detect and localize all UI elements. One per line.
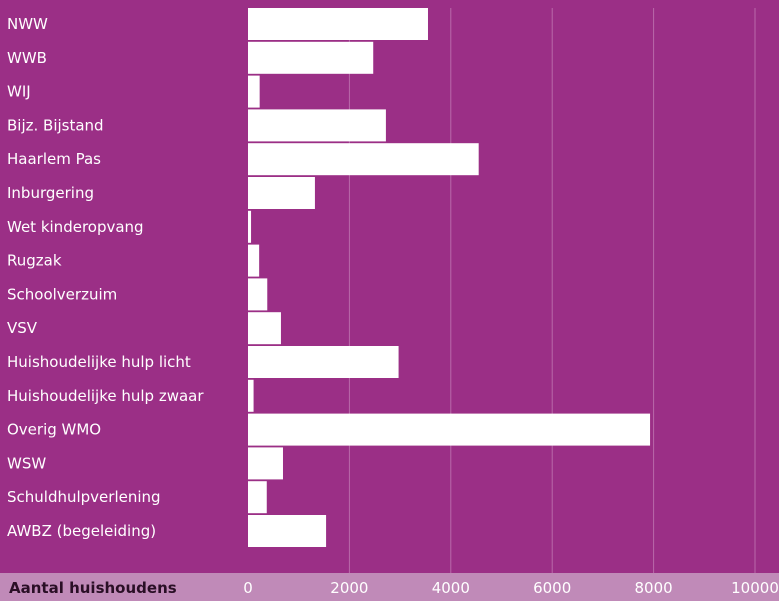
bar-2 [248,75,260,108]
bar-6 [248,210,252,243]
x-tick-labels: 0 2000 4000 6000 8000 10000 [243,579,779,597]
category-label-14: Schuldhulpverlening [7,488,161,506]
bar-9 [248,312,281,345]
category-label-8: Schoolverzuim [7,285,117,303]
category-label-2: WIJ [7,83,31,101]
category-label-13: WSW [7,454,46,472]
category-labels: NWW WWB WIJ Bijz. Bijstand Haarlem Pas Inburg… [7,15,204,540]
category-label-6: Wet kinderopvang [7,218,144,236]
category-label-11: Huishoudelijke hulp zwaar [7,387,204,405]
category-label-7: Rugzak [7,252,62,270]
category-label-10: Huishoudelijke hulp licht [7,353,191,371]
bar-14 [248,481,267,514]
x-tick-label-10000: 10000 [731,579,779,597]
x-axis-band [0,573,779,601]
bar-3 [248,109,386,142]
category-label-5: Inburgering [7,184,94,202]
bar-5 [248,177,315,209]
x-tick-label-8000: 8000 [635,579,673,597]
category-label-12: Overig WMO [7,421,101,439]
bar-0 [248,8,428,40]
x-axis-title: Aantal huishoudens [9,579,177,597]
bar-8 [248,278,268,311]
bar-12 [248,413,651,446]
bar-13 [248,447,283,480]
bar-11 [248,379,254,412]
category-label-1: WWB [7,49,47,67]
x-tick-label-6000: 6000 [533,579,571,597]
category-label-9: VSV [7,319,38,337]
bar-4 [248,143,479,176]
bar-10 [248,346,399,378]
bar-15 [248,515,327,547]
bars [248,8,651,547]
bar-1 [248,41,374,74]
x-tick-label-4000: 4000 [432,579,470,597]
gridlines [348,8,756,573]
x-tick-label-0: 0 [243,579,253,597]
bar-7 [248,244,260,277]
category-label-0: NWW [7,15,48,33]
category-label-4: Haarlem Pas [7,150,101,168]
category-label-3: Bijz. Bijstand [7,116,104,134]
x-tick-label-2000: 2000 [330,579,368,597]
category-label-15: AWBZ (begeleiding) [7,522,156,540]
